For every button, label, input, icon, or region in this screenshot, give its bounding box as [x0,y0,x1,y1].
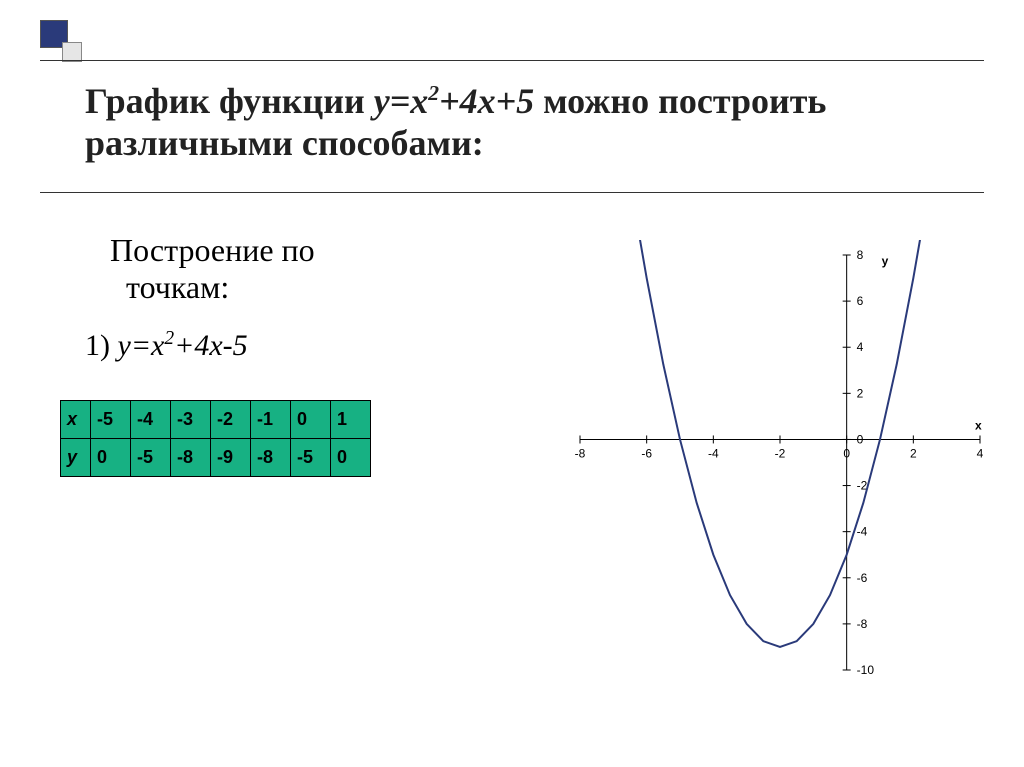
cell: -4 [131,401,171,439]
svg-text:4: 4 [977,446,984,460]
svg-text:0: 0 [843,446,850,460]
svg-text:y: y [882,254,889,268]
table-row: y 0 -5 -8 -9 -8 -5 0 [61,439,371,477]
svg-text:2: 2 [910,446,917,460]
svg-text:4: 4 [857,340,864,354]
formula-y: y=x [118,329,165,362]
svg-text:-6: -6 [641,446,652,460]
data-table: x -5 -4 -3 -2 -1 0 1 y 0 -5 -8 -9 -8 -5 … [60,400,371,477]
cell: -5 [291,439,331,477]
title-pre: График функции [85,81,374,121]
svg-text:8: 8 [857,248,864,262]
formula-num: 1) [85,329,118,362]
rule-top [40,60,984,61]
slide-title: График функции y=x2+4x+5 можно построить… [85,80,905,164]
formula-sup: 2 [164,328,174,349]
svg-text:-8: -8 [857,617,868,631]
svg-text:-10: -10 [857,663,875,677]
cell: -8 [171,439,211,477]
title-sup: 2 [428,81,439,105]
subhead-line2: точкам: [126,269,229,305]
subheading: Построение по точкам: [110,232,315,306]
title-mid: +4x+5 [439,81,534,121]
svg-text:-6: -6 [857,571,868,585]
svg-text:2: 2 [857,386,864,400]
accent-small [62,42,82,62]
parabola-chart: -8-6-4-2024-10-8-6-4-202468xy [530,240,1000,700]
cell: -5 [91,401,131,439]
svg-text:6: 6 [857,294,864,308]
cell: 0 [291,401,331,439]
svg-text:-8: -8 [575,446,586,460]
cell: -9 [211,439,251,477]
svg-text:-4: -4 [708,446,719,460]
formula: 1) y=x2+4x-5 [85,328,248,363]
cell: -5 [131,439,171,477]
chart-svg: -8-6-4-2024-10-8-6-4-202468xy [530,240,1000,700]
cell: 1 [331,401,371,439]
svg-text:x: x [975,418,982,432]
subhead-line1: Построение по [110,232,315,268]
cell: -1 [251,401,291,439]
svg-text:0: 0 [857,432,864,446]
svg-text:-2: -2 [775,446,786,460]
cell: -2 [211,401,251,439]
cell: 0 [91,439,131,477]
row-head: x [61,401,91,439]
svg-text:-4: -4 [857,525,868,539]
title-func: y=x [374,81,429,121]
cell: -8 [251,439,291,477]
rule-mid [40,192,984,193]
row-head: y [61,439,91,477]
table-row: x -5 -4 -3 -2 -1 0 1 [61,401,371,439]
cell: 0 [331,439,371,477]
cell: -3 [171,401,211,439]
formula-rest: +4x-5 [174,329,248,362]
